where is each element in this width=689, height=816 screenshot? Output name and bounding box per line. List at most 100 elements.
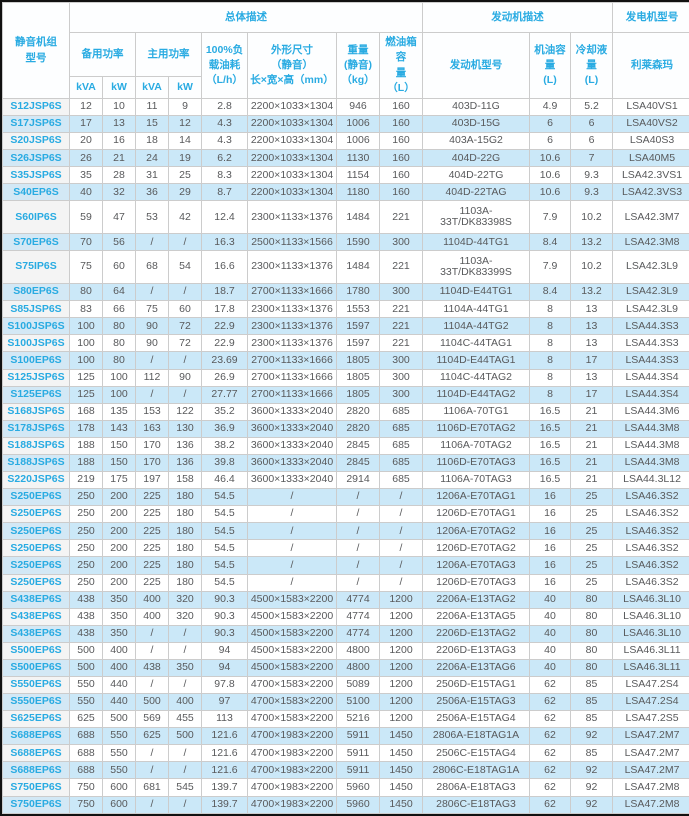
cell-standby_kva: 26 [69,149,103,168]
cell-model[interactable]: S750EP6S [2,778,70,797]
table-row: S688EP6S 688 550 625 500 121.6 4700×1983×2200 5… [2,727,689,746]
cell-model[interactable]: S100JSP6S [2,317,70,336]
cell-engine_model: 2806C-E18TAG3 [422,795,530,815]
cell-model[interactable]: S100JSP6S [2,334,70,353]
cell-model[interactable]: S750EP6S [2,795,70,815]
cell-model[interactable]: S220JSP6S [2,471,70,490]
table-row: S688EP6S 688 550//121.6 4700×1983×2200 5911 1… [2,744,689,763]
cell-coolant_capacity: 21 [569,402,614,421]
cell-engine_model: 403D-11G [422,97,530,117]
cell-oil_capacity: 40 [529,641,571,660]
cell-generator_model: LSA47.2M8 [612,778,689,797]
cell-generator_model: LSA44.3M8 [612,436,689,455]
cell-model[interactable]: S438EP6S [2,607,70,626]
cell-prime_kw: 400 [168,693,202,712]
cell-model[interactable]: S125EP6S [2,385,70,404]
cell-model[interactable]: S500EP6S [2,641,70,660]
cell-prime_kva: 681 [135,778,169,797]
cell-model[interactable]: S26JSP6S [2,149,70,168]
cell-model[interactable]: S35JSP6S [2,166,70,185]
cell-prime_kva: 153 [135,402,169,421]
cell-model[interactable]: S125JSP6S [2,368,70,387]
cell-engine_model: 2206A-E13TAG2 [422,590,530,609]
cell-generator_model: LSA44.3S3 [612,317,689,336]
cell-model[interactable]: S550EP6S [2,675,70,695]
cell-model[interactable]: S250EP6S [2,505,70,524]
cell-model[interactable]: S438EP6S [2,590,70,609]
cell-engine_model: 1206D-E70TAG1 [422,505,530,524]
cell-model[interactable]: S75IP6S [2,250,70,285]
cell-standby_kw: 28 [102,166,136,185]
cell-prime_kw: 54 [168,250,202,285]
cell-model[interactable]: S250EP6S [2,522,70,541]
cell-model[interactable]: S250EP6S [2,539,70,558]
cell-oil_capacity: 62 [529,761,571,780]
header-group-engine: 发动机描述 [421,2,614,33]
cell-model[interactable]: S70EP6S [2,233,70,252]
cell-oil_capacity: 40 [529,624,571,643]
cell-prime_kva: 225 [135,539,169,558]
cell-oil_capacity: 62 [529,795,571,815]
cell-dimensions: 3600×1333×2040 [247,471,337,490]
cell-model[interactable]: S60IP6S [2,200,70,235]
cell-engine_model: 2806A-E18TAG3 [422,778,530,797]
cell-model[interactable]: S688EP6S [2,744,70,763]
cell-model[interactable]: S17JSP6S [2,115,70,134]
cell-prime_kw: / [168,641,202,660]
cell-fuel_tank: 160 [379,115,423,134]
cell-prime_kva: 400 [135,607,169,626]
cell-weight: 4774 [336,624,380,643]
cell-fuel_tank: 685 [379,453,423,473]
cell-oil_capacity: 62 [529,727,571,746]
cell-standby_kw: 10 [102,97,136,117]
cell-standby_kva: 750 [69,795,103,815]
cell-model[interactable]: S625EP6S [2,710,70,729]
cell-model[interactable]: S250EP6S [2,556,70,575]
cell-generator_model: LSA44.3S4 [612,368,689,387]
cell-coolant_capacity: 92 [569,761,614,780]
cell-engine_model: 404D-22G [422,149,530,168]
cell-oil_capacity: 8 [529,368,571,387]
cell-prime_kw: 14 [168,132,202,151]
cell-standby_kva: 100 [69,334,103,353]
cell-model[interactable]: S188JSP6S [2,453,70,473]
cell-standby_kw: 550 [102,744,136,763]
cell-model[interactable]: S438EP6S [2,624,70,643]
cell-prime_kva: 31 [135,166,169,185]
cell-weight: 1154 [336,166,380,185]
cell-engine_model: 1104C-44TAG1 [422,334,530,353]
cell-weight: 5911 [336,744,380,763]
cell-fuel_tank: 160 [379,166,423,185]
cell-model[interactable]: S688EP6S [2,761,70,780]
cell-model[interactable]: S168JSP6S [2,402,70,421]
cell-model[interactable]: S100EP6S [2,351,70,370]
cell-model[interactable]: S40EP6S [2,183,70,202]
cell-model[interactable]: S188JSP6S [2,436,70,455]
cell-oil_capacity: 7.9 [529,250,571,285]
cell-fuel_consumption: 22.9 [201,317,248,336]
cell-standby_kva: 83 [69,300,103,319]
cell-model[interactable]: S85JSP6S [2,300,70,319]
cell-model[interactable]: S12JSP6S [2,97,70,117]
cell-model[interactable]: S20JSP6S [2,132,70,151]
cell-oil_capacity: 8 [529,385,571,404]
cell-prime_kva: 68 [135,250,169,285]
cell-model[interactable]: S550EP6S [2,693,70,712]
table-row: S688EP6S 688 550//121.6 4700×1983×2200 5911 1… [2,761,689,780]
cell-coolant_capacity: 85 [569,744,614,763]
cell-engine_model: 1104D-E44TG1 [422,283,530,302]
cell-model[interactable]: S250EP6S [2,488,70,507]
header-fuel-tank: 燃油箱容 量 （L） [379,32,423,99]
cell-model[interactable]: S250EP6S [2,573,70,592]
cell-dimensions: 2300×1133×1376 [247,317,337,336]
cell-model[interactable]: S688EP6S [2,727,70,746]
cell-model[interactable]: S500EP6S [2,658,70,677]
cell-generator_model: LSA44.3M6 [612,402,689,421]
cell-model[interactable]: S80EP6S [2,283,70,302]
cell-generator_model: LSA47.2S4 [612,693,689,712]
cell-generator_model: LSA47.2M7 [612,744,689,763]
cell-generator_model: LSA42.3M7 [612,200,689,235]
cell-dimensions: 2200×1033×1304 [247,97,337,117]
cell-model[interactable]: S178JSP6S [2,419,70,438]
cell-engine_model: 1104D-44TG1 [422,233,530,252]
